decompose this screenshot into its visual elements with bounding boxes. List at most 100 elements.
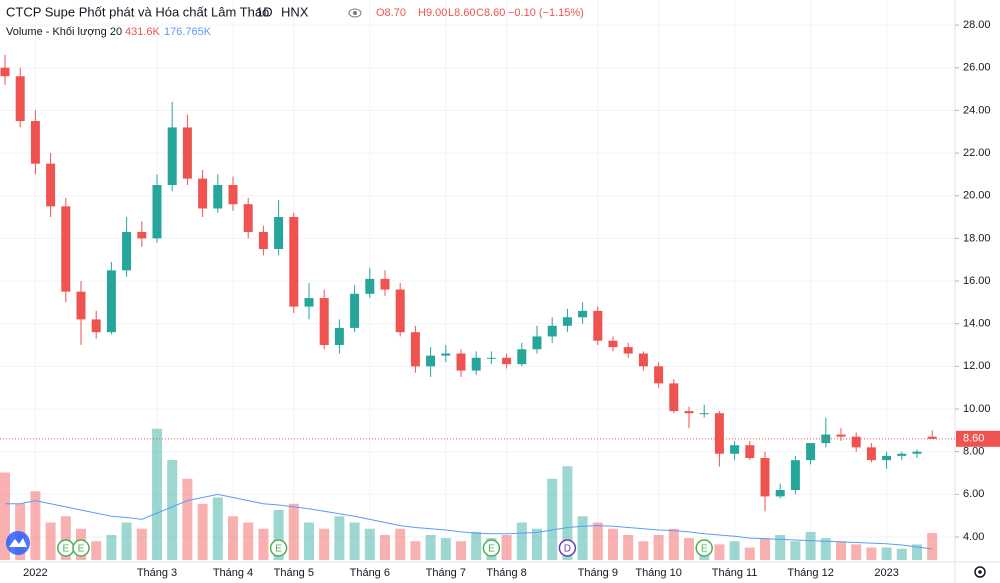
x-tick-label: Tháng 6 [350,567,390,579]
event-marker [482,539,501,557]
candle-body [228,185,238,205]
volume-bar [790,541,801,560]
event-marker [558,539,577,557]
candle-body [426,355,436,367]
volume-bar [912,544,922,560]
x-tick-label: 2022 [23,567,47,579]
candle-body [532,336,542,350]
volume-bar [866,547,877,560]
candle-body [714,413,724,454]
candle-body [593,310,603,341]
candle-body [638,353,648,367]
volume-bar [91,541,102,560]
candle-body [897,453,907,456]
candle-body [866,447,876,461]
volume-bar [501,535,512,560]
candle-body [760,458,770,497]
last-price-box [956,430,1000,447]
y-tick-label: 20.00 [963,190,991,202]
volume-bar [121,522,132,560]
event-label: E [275,544,282,555]
candle-body [486,357,496,359]
last-volume: 431.6K [125,26,161,38]
eye-icon[interactable] [348,8,362,18]
candle-body [441,353,451,356]
logo[interactable] [6,531,30,555]
candle-body [927,436,937,439]
candle-body [669,383,679,412]
volume-bar [0,472,10,560]
volume-bar [45,522,56,560]
x-tick-label: Tháng 4 [213,567,253,579]
volume-ma-line [5,493,933,550]
volume-bar [273,510,284,560]
candle-body [319,298,329,345]
candle-body [213,185,223,209]
volume-bar [395,528,406,560]
candle-body [502,357,512,365]
volume-bar [440,538,451,560]
volume-bar [167,460,178,560]
volume-bar [349,522,360,560]
candle-body [608,340,618,348]
interval: 1D [256,4,273,19]
candle-body [122,231,132,271]
volume-bar [380,535,390,560]
candle-body [91,319,101,333]
volume-bar [212,497,223,560]
volume-bar [608,528,618,560]
candle-body [152,185,162,239]
y-tick-label: 14.00 [963,318,991,330]
candle-body [684,411,694,414]
candle-body [198,178,208,209]
candle-body [471,357,481,371]
candle-body [882,455,892,461]
event-label: E [78,544,85,555]
volume-bar [197,503,208,560]
last-price-label: 8.60 [963,433,984,445]
high-label: H9.00 [418,7,447,19]
volume-bar [744,547,755,560]
volume-bar [592,522,603,560]
settings-icon[interactable] [974,566,986,578]
candle-body [806,443,816,461]
y-tick-label: 6.00 [963,488,984,500]
candle-body [289,217,299,307]
candle-body [30,121,40,164]
volume-bar [182,478,193,560]
change-label: −0.10 (−1.15%) [508,7,584,19]
volume-bar [152,428,162,560]
candle-body [775,490,785,497]
candle-body [258,231,268,250]
volume-bar [805,531,816,560]
last-ma: 176.765K [164,26,212,38]
volume-bar [228,516,238,560]
volume-bar [577,516,588,560]
y-tick-label: 8.00 [963,446,984,458]
y-tick-label: 22.00 [963,147,991,159]
candle-body [15,76,25,122]
volume-bar [258,528,269,560]
volume-bar [532,528,542,560]
volume-bar [623,535,634,560]
volume-bar [425,535,436,560]
volume-bar [684,538,694,560]
y-tick-label: 16.00 [963,275,991,287]
close-label: C8.60 [476,7,505,19]
volume-bar [410,541,421,560]
x-tick-label: Tháng 12 [787,567,833,579]
event-label: E [701,544,708,555]
volume-legend: Volume - Khối lượng 20 [6,26,122,38]
volume-bar [319,528,330,560]
candle-body [517,349,527,365]
volume-bar [304,522,314,560]
volume-bar [516,522,527,560]
volume-bar [653,535,664,560]
candle-body [243,204,253,232]
volume-bar [881,547,892,560]
volume-bar [638,541,649,560]
candle-body [578,310,588,318]
